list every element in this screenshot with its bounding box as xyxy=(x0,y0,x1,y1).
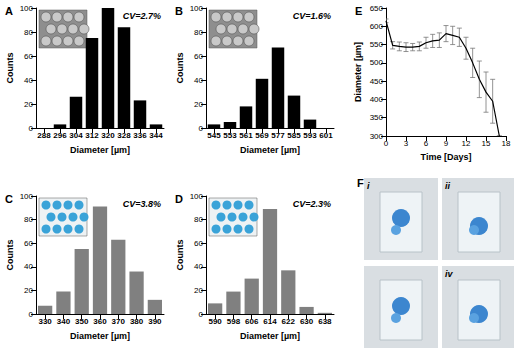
svg-text:400: 400 xyxy=(370,95,384,104)
svg-text:20: 20 xyxy=(24,100,33,109)
svg-text:A: A xyxy=(5,5,13,17)
svg-text:9: 9 xyxy=(444,139,449,148)
svg-text:630: 630 xyxy=(300,317,314,326)
svg-text:B: B xyxy=(175,5,183,17)
svg-text:Diameter [µm]: Diameter [µm] xyxy=(70,145,130,155)
svg-text:545: 545 xyxy=(207,131,221,140)
svg-text:60: 60 xyxy=(194,52,203,61)
svg-text:650: 650 xyxy=(370,4,384,13)
svg-text:Counts: Counts xyxy=(5,53,15,84)
svg-text:100: 100 xyxy=(190,4,204,13)
svg-text:C: C xyxy=(5,193,13,205)
svg-text:601: 601 xyxy=(319,131,333,140)
svg-text:i: i xyxy=(367,181,370,191)
svg-text:390: 390 xyxy=(148,317,162,326)
svg-text:330: 330 xyxy=(38,317,52,326)
svg-text:288: 288 xyxy=(37,131,51,140)
svg-text:80: 80 xyxy=(194,28,203,37)
svg-text:iv: iv xyxy=(445,269,454,279)
svg-text:80: 80 xyxy=(24,215,33,224)
svg-text:320: 320 xyxy=(101,131,115,140)
svg-text:328: 328 xyxy=(117,131,131,140)
svg-text:100: 100 xyxy=(20,4,34,13)
svg-text:12: 12 xyxy=(462,139,471,148)
svg-text:Diameter [µm]: Diameter [µm] xyxy=(240,331,300,341)
svg-text:0: 0 xyxy=(384,139,389,148)
svg-text:100: 100 xyxy=(190,192,204,201)
svg-text:614: 614 xyxy=(263,317,277,326)
svg-text:304: 304 xyxy=(69,131,83,140)
svg-text:E: E xyxy=(355,5,362,17)
svg-text:60: 60 xyxy=(24,239,33,248)
svg-text:593: 593 xyxy=(303,131,317,140)
svg-text:60: 60 xyxy=(194,239,203,248)
svg-text:Diameter [µm]: Diameter [µm] xyxy=(353,42,363,102)
svg-text:CV=2.3%: CV=2.3% xyxy=(293,199,331,209)
svg-text:6: 6 xyxy=(424,139,429,148)
svg-text:344: 344 xyxy=(149,131,163,140)
svg-text:0: 0 xyxy=(199,124,204,133)
svg-text:Time [Days]: Time [Days] xyxy=(421,152,472,162)
svg-text:18: 18 xyxy=(502,139,511,148)
svg-text:0: 0 xyxy=(29,310,34,319)
svg-text:336: 336 xyxy=(133,131,147,140)
svg-text:ii: ii xyxy=(445,181,451,191)
svg-text:20: 20 xyxy=(194,100,203,109)
svg-text:606: 606 xyxy=(245,317,259,326)
svg-text:450: 450 xyxy=(370,77,384,86)
svg-text:0: 0 xyxy=(199,310,204,319)
svg-text:40: 40 xyxy=(194,76,203,85)
svg-text:550: 550 xyxy=(370,40,384,49)
svg-text:340: 340 xyxy=(57,317,71,326)
svg-text:CV=2.7%: CV=2.7% xyxy=(123,11,161,21)
svg-text:F: F xyxy=(357,177,364,189)
svg-text:350: 350 xyxy=(370,113,384,122)
svg-text:40: 40 xyxy=(24,262,33,271)
svg-text:80: 80 xyxy=(24,28,33,37)
svg-text:577: 577 xyxy=(271,131,285,140)
svg-text:585: 585 xyxy=(287,131,301,140)
svg-text:296: 296 xyxy=(53,131,67,140)
svg-text:300: 300 xyxy=(370,132,384,141)
svg-text:553: 553 xyxy=(223,131,237,140)
svg-text:380: 380 xyxy=(130,317,144,326)
svg-text:600: 600 xyxy=(370,22,384,31)
svg-text:CV=3.8%: CV=3.8% xyxy=(123,199,161,209)
svg-text:80: 80 xyxy=(194,215,203,224)
svg-text:598: 598 xyxy=(227,317,241,326)
svg-text:Counts: Counts xyxy=(175,53,185,84)
svg-text:Diameter [µm]: Diameter [µm] xyxy=(240,145,300,155)
svg-text:CV=1.6%: CV=1.6% xyxy=(293,11,331,21)
svg-text:500: 500 xyxy=(370,58,384,67)
svg-text:0: 0 xyxy=(29,124,34,133)
svg-text:Counts: Counts xyxy=(175,240,185,271)
svg-text:312: 312 xyxy=(85,131,99,140)
svg-text:360: 360 xyxy=(93,317,107,326)
svg-text:60: 60 xyxy=(24,52,33,61)
svg-text:20: 20 xyxy=(194,286,203,295)
svg-text:622: 622 xyxy=(282,317,296,326)
svg-text:638: 638 xyxy=(318,317,332,326)
svg-text:561: 561 xyxy=(239,131,253,140)
svg-text:40: 40 xyxy=(24,76,33,85)
svg-text:D: D xyxy=(175,193,183,205)
svg-text:3: 3 xyxy=(404,139,409,148)
svg-text:370: 370 xyxy=(112,317,126,326)
svg-text:590: 590 xyxy=(208,317,222,326)
svg-text:40: 40 xyxy=(194,262,203,271)
svg-text:20: 20 xyxy=(24,286,33,295)
svg-text:Counts: Counts xyxy=(5,240,15,271)
svg-text:15: 15 xyxy=(482,139,491,148)
svg-text:350: 350 xyxy=(75,317,89,326)
svg-text:100: 100 xyxy=(20,192,34,201)
svg-text:Diameter [µm]: Diameter [µm] xyxy=(70,331,130,341)
svg-text:569: 569 xyxy=(255,131,269,140)
